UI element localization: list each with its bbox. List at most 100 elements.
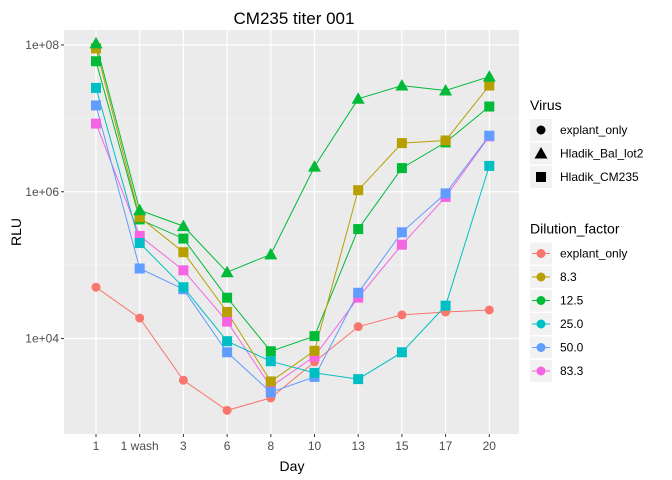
legend-title-virus: Virus bbox=[530, 97, 562, 113]
data-point bbox=[309, 331, 320, 342]
data-point bbox=[91, 282, 101, 292]
data-point bbox=[265, 346, 276, 357]
legend: Virus explant_only Hladik_Bal_lot2 Hladik_C… bbox=[530, 97, 644, 382]
legend-title-dilution: Dilution_factor bbox=[530, 221, 620, 237]
data-point bbox=[351, 92, 365, 104]
data-point bbox=[265, 356, 276, 367]
x-tick-label: 8 bbox=[267, 439, 274, 453]
data-point bbox=[353, 185, 364, 196]
data-point bbox=[222, 347, 233, 358]
x-tick-label: 1 wash bbox=[121, 439, 159, 453]
series-line bbox=[95, 123, 490, 388]
data-point bbox=[134, 230, 145, 241]
data-point bbox=[439, 83, 453, 96]
series-points bbox=[89, 36, 496, 415]
data-point bbox=[178, 282, 189, 293]
x-tick-label: 13 bbox=[352, 439, 366, 453]
legend-key-dot bbox=[536, 366, 546, 376]
series-line bbox=[95, 286, 490, 411]
legend-key-triangle bbox=[534, 147, 548, 159]
legend-item-label: 83.3 bbox=[560, 364, 584, 378]
data-point bbox=[220, 265, 234, 278]
x-tick-label: 3 bbox=[180, 439, 187, 453]
data-point bbox=[176, 219, 190, 232]
data-point bbox=[484, 160, 495, 171]
data-point bbox=[134, 263, 145, 274]
series-line bbox=[95, 48, 490, 383]
data-point bbox=[484, 130, 495, 141]
data-point bbox=[178, 265, 189, 276]
data-point bbox=[440, 188, 451, 199]
legend-item-label: 25.0 bbox=[560, 317, 584, 331]
data-point bbox=[91, 118, 101, 129]
series-lines bbox=[95, 43, 490, 411]
data-point bbox=[440, 135, 451, 146]
y-tick-label: 1e+06 bbox=[25, 185, 59, 199]
data-point bbox=[89, 36, 103, 49]
data-point bbox=[396, 239, 407, 250]
plot-panel bbox=[64, 30, 519, 434]
x-tick-label: 17 bbox=[439, 439, 453, 453]
legend-key-dot bbox=[536, 296, 546, 305]
y-axis-title: RLU bbox=[8, 218, 24, 246]
x-axis-title: Day bbox=[280, 458, 305, 474]
x-tick-label: 10 bbox=[308, 439, 322, 453]
data-point bbox=[178, 247, 189, 258]
data-point bbox=[222, 336, 233, 347]
series-line bbox=[95, 105, 490, 393]
data-point bbox=[135, 313, 145, 323]
legend-item-label: explant_only bbox=[560, 247, 627, 261]
x-tick-label: 1 bbox=[93, 439, 100, 453]
data-point bbox=[264, 247, 278, 260]
chart-title: CM235 titer 001 bbox=[234, 9, 355, 28]
legend-key-dot bbox=[536, 343, 546, 352]
data-point bbox=[484, 80, 495, 91]
data-point bbox=[484, 101, 495, 112]
legend-item-label: explant_only bbox=[560, 123, 627, 137]
data-point bbox=[222, 292, 233, 303]
data-point bbox=[484, 305, 494, 315]
data-point bbox=[396, 138, 407, 149]
legend-key-dot bbox=[536, 272, 546, 282]
legend-item-label: Hladik_Bal_lot2 bbox=[560, 147, 644, 161]
data-point bbox=[309, 367, 320, 378]
legend-key-dot bbox=[536, 319, 546, 329]
y-tick-label: 1e+04 bbox=[25, 332, 59, 346]
data-point bbox=[440, 300, 451, 311]
legend-key-dot bbox=[536, 249, 546, 258]
x-tick-label: 15 bbox=[395, 439, 409, 453]
data-point bbox=[309, 351, 320, 362]
y-axis: 1e+04 1e+06 1e+08 bbox=[25, 38, 64, 346]
data-point bbox=[265, 381, 276, 392]
data-point bbox=[353, 322, 363, 332]
legend-item-label: 50.0 bbox=[560, 341, 584, 355]
data-point bbox=[397, 310, 407, 320]
legend-item-label: 12.5 bbox=[560, 294, 584, 308]
x-tick-label: 6 bbox=[224, 439, 231, 453]
y-tick-label: 1e+08 bbox=[25, 38, 59, 52]
data-point bbox=[265, 376, 276, 387]
data-point bbox=[91, 56, 101, 67]
data-point bbox=[309, 345, 320, 356]
data-point bbox=[395, 79, 409, 91]
legend-item-label: 8.3 bbox=[560, 270, 577, 284]
data-point bbox=[222, 316, 233, 327]
data-point bbox=[91, 100, 101, 111]
data-point bbox=[353, 287, 364, 298]
data-point bbox=[482, 70, 496, 82]
data-point bbox=[265, 387, 276, 398]
legend-item-label: Hladik_CM235 bbox=[560, 170, 639, 184]
series-line bbox=[95, 61, 490, 352]
x-axis: 1 1 wash 3 6 8 10 13 15 17 20 bbox=[93, 434, 497, 453]
series-line bbox=[95, 87, 490, 380]
data-point bbox=[133, 203, 147, 216]
data-point bbox=[134, 238, 145, 249]
data-point bbox=[178, 233, 189, 244]
x-tick-label: 20 bbox=[483, 439, 497, 453]
data-point bbox=[178, 375, 188, 385]
legend-key-square bbox=[536, 172, 546, 182]
data-point bbox=[396, 347, 407, 358]
data-point bbox=[134, 212, 145, 223]
data-point bbox=[308, 160, 321, 172]
